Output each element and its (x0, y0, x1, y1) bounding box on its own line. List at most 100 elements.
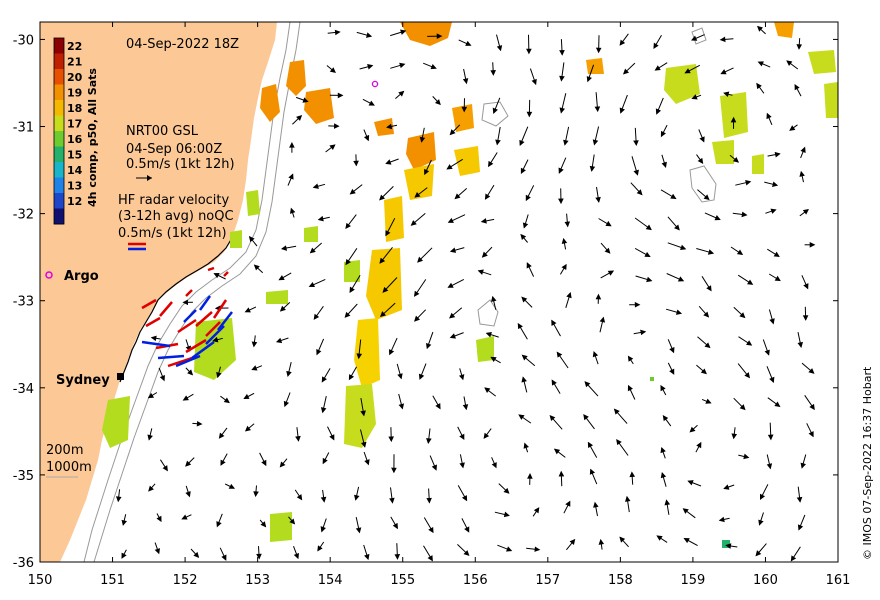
velocity-arrow-head (559, 107, 566, 114)
velocity-arrow-head (640, 329, 647, 336)
velocity-arrow-head (587, 441, 594, 449)
velocity-arrow-head (661, 161, 667, 168)
colorbar-tick-label: 19 (67, 86, 82, 99)
seamount-contour-3 (477, 299, 499, 327)
velocity-arrow-head (397, 373, 403, 380)
velocity-arrow-head (796, 496, 803, 503)
velocity-arrow-head (662, 414, 669, 422)
velocity-arrow-head (461, 495, 468, 502)
velocity-arrow-head (561, 263, 567, 271)
velocity-arrow-head (633, 169, 639, 176)
velocity-arrow-head (495, 139, 501, 146)
velocity-arrow-head (492, 107, 498, 114)
colorbar-swatch (54, 162, 64, 178)
velocity-arrow-head (449, 129, 456, 136)
velocity-arrow-head (355, 527, 362, 534)
velocity-arrow-head (309, 247, 316, 254)
velocity-arrow-head (425, 342, 432, 350)
velocity-arrow-head (182, 299, 189, 306)
velocity-arrow-head (385, 230, 391, 237)
velocity-arrow-head (349, 188, 356, 195)
velocity-arrow-head (589, 165, 596, 172)
velocity-arrow-head (551, 379, 557, 386)
velocity-arrow-head (563, 139, 569, 146)
velocity-arrow-head (800, 462, 807, 469)
velocity-arrow-head (719, 36, 726, 43)
velocity-arrow-head (296, 494, 303, 501)
colorbar-tick-label: 22 (67, 40, 82, 53)
velocity-arrow-head (797, 524, 804, 531)
velocity-arrow-head (549, 414, 556, 422)
velocity-arrow-head (664, 499, 671, 506)
velocity-arrow-head (593, 501, 599, 508)
land-australia (40, 22, 277, 562)
velocity-arrow-head (480, 218, 487, 224)
velocity-arrow-head (462, 78, 469, 85)
velocity-arrow-head (481, 251, 488, 258)
velocity-arrow-head (286, 370, 292, 378)
velocity-arrow-head (720, 69, 727, 75)
velocity-arrow-head (769, 376, 775, 384)
velocity-arrow-head (302, 97, 309, 103)
velocity-arrow-head (156, 515, 162, 523)
velocity-arrow-head (459, 462, 465, 469)
velocity-arrow-head (718, 516, 725, 523)
velocity-arrow-head (558, 167, 564, 174)
velocity-arrow-head (382, 286, 389, 293)
velocity-arrow-head (677, 276, 685, 282)
velocity-arrow-head (551, 319, 557, 326)
velocity-arrow-head (624, 495, 631, 502)
colorbar-swatch (54, 69, 64, 85)
x-tick-label: 151 (100, 573, 125, 588)
velocity-arrow-head (561, 237, 568, 245)
velocity-arrow-head (490, 356, 497, 363)
velocity-arrow-head (417, 256, 424, 263)
velocity-arrow-head (633, 140, 639, 147)
velocity-arrow-head (741, 211, 748, 218)
velocity-arrow-head (526, 262, 532, 269)
velocity-arrow-head (644, 251, 651, 258)
colorbar-swatch (54, 177, 64, 194)
velocity-arrow-head (736, 249, 744, 256)
velocity-arrow-head (308, 281, 315, 288)
velocity-arrow-head (454, 193, 461, 200)
velocity-arrow-head (182, 395, 189, 401)
velocity-arrow-head (756, 25, 764, 32)
velocity-arrow-head (293, 552, 299, 560)
velocity-arrow-head (379, 311, 387, 318)
x-tick-label: 150 (28, 573, 53, 588)
velocity-arrow-head (261, 459, 267, 467)
velocity-arrow-head (322, 457, 328, 465)
velocity-arrow-head (458, 374, 465, 381)
isobath-label-1000m: 1000m (46, 460, 92, 475)
velocity-arrow-head (627, 355, 634, 362)
velocity-arrow-head (569, 538, 576, 546)
y-tick-label: -30 (13, 33, 34, 48)
velocity-arrow-head (629, 471, 636, 478)
velocity-arrow-head (764, 349, 770, 356)
velocity-arrows (115, 25, 816, 562)
velocity-arrow-head (312, 183, 319, 189)
velocity-arrow-head (683, 537, 690, 544)
velocity-arrow-head (388, 436, 395, 443)
y-tick-label: -36 (13, 556, 34, 571)
velocity-arrow-head (345, 222, 351, 229)
velocity-arrow-head (732, 156, 740, 163)
velocity-arrow-head (356, 353, 363, 360)
velocity-arrow-head (809, 403, 815, 411)
velocity-arrow-head (289, 141, 295, 148)
velocity-arrow-head (525, 194, 531, 202)
velocity-arrow-head (757, 61, 764, 67)
velocity-arrow-head (483, 432, 490, 439)
velocity-arrow-head (244, 425, 252, 432)
velocity-arrow-head (418, 373, 425, 380)
velocity-arrow-head (616, 439, 622, 446)
hf-radar-vectors (141, 266, 233, 368)
velocity-arrow-head (348, 374, 355, 381)
velocity-arrow-head (337, 92, 344, 99)
velocity-arrow-head (534, 546, 541, 552)
velocity-arrow-head (320, 407, 327, 414)
velocity-arrow-head (360, 410, 366, 417)
velocity-arrow-head (213, 272, 220, 279)
velocity-arrow-head (447, 282, 454, 288)
